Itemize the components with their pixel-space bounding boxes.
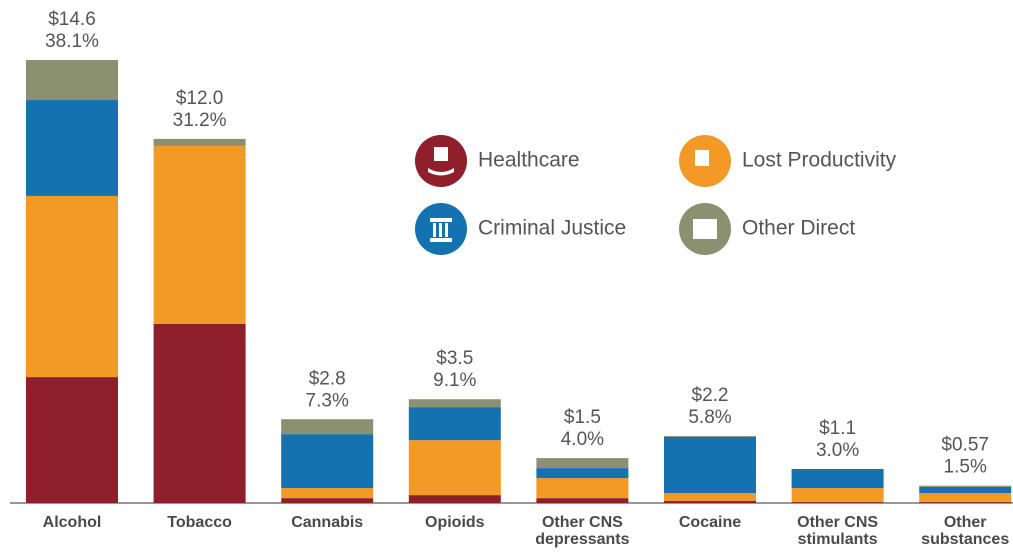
bar-segment: [919, 485, 1012, 487]
bar-segment: [791, 502, 884, 503]
bar-segment: [281, 434, 374, 489]
bar-segment: [26, 377, 118, 503]
bar-segment: [408, 440, 501, 496]
share-label: 31.2%: [173, 110, 227, 131]
x-tick-label: Other CNS depressants: [535, 514, 629, 548]
x-tick-label: Other CNS stimulants: [797, 514, 878, 548]
value-label: $14.6: [48, 9, 96, 30]
share-label: 1.5%: [944, 457, 987, 478]
icon-shape: [430, 238, 452, 242]
x-tick-label: Cocaine: [679, 514, 741, 531]
legend-label: Other Direct: [742, 217, 855, 240]
bar-segment: [919, 486, 1012, 493]
share-label: 4.0%: [561, 429, 604, 450]
bar-segment: [153, 138, 246, 146]
x-tick-label: Alcohol: [43, 514, 102, 531]
legend-label: Lost Productivity: [742, 149, 897, 172]
legend: Healthcare Lost Productivity Criminal Just…: [415, 135, 897, 255]
icon-shape: [433, 223, 436, 237]
bar-segment: [791, 488, 884, 503]
bar-segment: [664, 435, 756, 437]
icon-shape: [430, 218, 452, 222]
share-label: 5.8%: [688, 407, 731, 428]
share-label: 9.1%: [433, 370, 476, 391]
icon-shape: [439, 223, 442, 237]
bar-segment: [408, 399, 501, 408]
bar-segment: [281, 488, 374, 499]
value-label: $2.2: [692, 385, 729, 406]
value-label: $0.57: [941, 435, 989, 456]
x-tick-label: Cannabis: [291, 514, 363, 531]
icon-shape: [693, 219, 717, 239]
bar-segment: [536, 458, 629, 469]
bar-segment: [791, 469, 884, 489]
bar-segment: [26, 195, 118, 378]
share-label: 38.1%: [45, 31, 99, 52]
bar-segment: [26, 100, 118, 196]
bar-segment: [664, 500, 756, 503]
bar-segment: [664, 492, 756, 501]
icon-shape: [434, 147, 448, 161]
legend-label: Healthcare: [478, 149, 580, 172]
bar-segment: [536, 478, 629, 499]
bar-segment: [919, 502, 1012, 503]
value-label: $3.5: [436, 348, 473, 369]
legend-label: Criminal Justice: [478, 217, 626, 240]
bar-segment: [153, 145, 246, 324]
bar-segment: [153, 323, 246, 503]
share-label: 3.0%: [816, 440, 859, 461]
bar-segment: [536, 498, 629, 503]
x-tick-label: Other substances: [921, 514, 1009, 548]
x-tick-label: Tobacco: [167, 514, 232, 531]
bar-segment: [281, 419, 374, 435]
value-label: $1.1: [819, 418, 856, 439]
value-label: $12.0: [176, 88, 224, 109]
bar-segment: [408, 495, 501, 503]
bar-segment: [919, 492, 1012, 503]
icon-shape: [695, 150, 709, 166]
icon-shape: [445, 223, 448, 237]
bar-segment: [408, 407, 501, 441]
value-label: $2.8: [309, 368, 346, 389]
bar-segment: [664, 436, 756, 493]
bar-segment: [26, 60, 118, 101]
bar-segment: [536, 468, 629, 479]
icon-shape: [428, 168, 454, 176]
bar-segment: [281, 498, 374, 503]
x-tick-label: Opioids: [425, 514, 485, 531]
value-label: $1.5: [564, 407, 601, 428]
share-label: 7.3%: [306, 390, 349, 411]
